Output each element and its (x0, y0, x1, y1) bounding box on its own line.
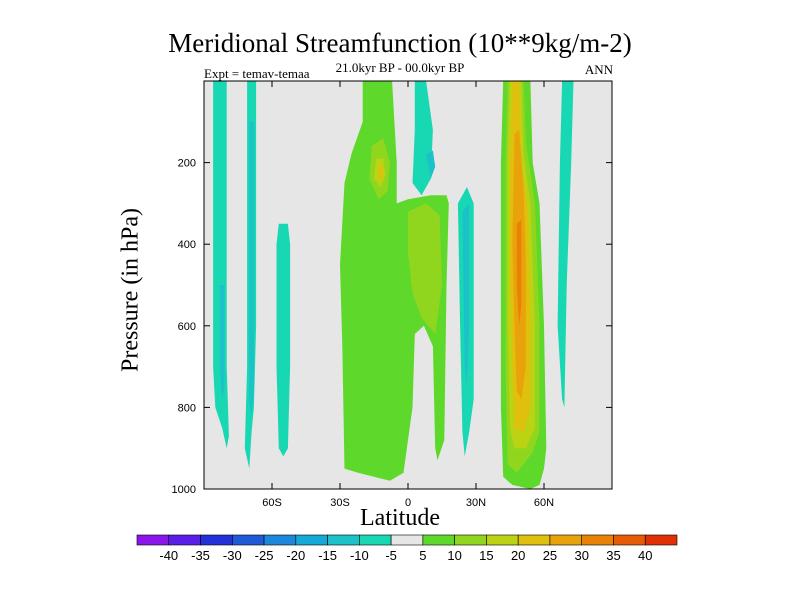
colorbar-swatch (295, 534, 328, 546)
colorbar-swatch (422, 534, 455, 546)
contour-cell-pos-center (340, 81, 449, 481)
colorbar-swatch (644, 534, 678, 546)
colorbar-swatch (517, 534, 551, 546)
colorbar-swatch (581, 534, 614, 546)
colorbar-label: -25 (255, 548, 274, 563)
contour-cell-pos-15S-center (378, 166, 384, 179)
colorbar-swatch (486, 534, 519, 546)
contour-cell-neg-70N (557, 81, 574, 408)
colorbar-label: 15 (479, 548, 493, 563)
season-label: ANN (584, 62, 613, 77)
colorbar-label: 30 (574, 548, 588, 563)
colorbar-swatch (231, 534, 265, 546)
contour-cell-pos-eq-core (408, 203, 442, 334)
y-tick-label: 200 (178, 158, 196, 170)
contour-cell-neg-75S (213, 81, 229, 449)
colorbar-swatch (613, 534, 646, 546)
contour-cell-neg-78S-inner (219, 285, 225, 400)
contour-cell-neg-eq-inner (426, 150, 436, 179)
colorbar-label: 25 (543, 548, 557, 563)
colorbar-label: 5 (419, 548, 426, 563)
y-tick-label: 1000 (172, 484, 196, 496)
contour-cell-neg-25N-inner (462, 203, 470, 387)
colorbar-swatch (390, 534, 424, 546)
x-tick-label: 30S (330, 497, 350, 509)
y-tick-label: 800 (178, 402, 196, 414)
x-tick-label: 60S (262, 497, 282, 509)
x-tick-label: 30N (466, 497, 486, 509)
colorbar-swatch (200, 534, 233, 546)
colorbar-label: -15 (318, 548, 337, 563)
y-tick-label: 600 (178, 321, 196, 333)
colorbar-swatch (136, 534, 170, 546)
colorbar-swatch (263, 534, 297, 546)
colorbar-label: -30 (223, 548, 242, 563)
colorbar-swatch (359, 534, 392, 546)
chart-subtitle: 21.0kyr BP - 00.0kyr BP (335, 60, 465, 75)
x-axis-label: Latitude (360, 505, 440, 531)
chart-title: Meridional Streamfunction (10**9kg/m-2) (168, 28, 632, 58)
y-tick-label: 400 (178, 239, 196, 251)
contour-cell-pos-50N-l6 (516, 219, 522, 326)
contour-cell-neg-68S-inner (249, 121, 254, 416)
contour-cell-neg-eq (412, 81, 433, 196)
colorbar-label: -10 (350, 548, 369, 563)
colorbar-label: 10 (447, 548, 461, 563)
colorbar-swatch (327, 534, 360, 546)
colorbar-swatch (168, 534, 201, 546)
colorbar-label: 20 (511, 548, 525, 563)
experiment-label: Expt = temav-temaa (204, 66, 310, 81)
x-tick-label: 0 (405, 497, 411, 509)
x-tick-label: 60N (534, 497, 554, 509)
colorbar-label: -5 (385, 548, 397, 563)
colorbar-label: 35 (606, 548, 620, 563)
colorbar-swatch (549, 534, 583, 546)
colorbar-label: -40 (159, 548, 178, 563)
colorbar-swatch (454, 534, 487, 546)
colorbar-label: 40 (638, 548, 652, 563)
colorbar-label: -20 (286, 548, 305, 563)
contour-cell-neg-55S (276, 223, 291, 457)
colorbar-label: -35 (191, 548, 210, 563)
